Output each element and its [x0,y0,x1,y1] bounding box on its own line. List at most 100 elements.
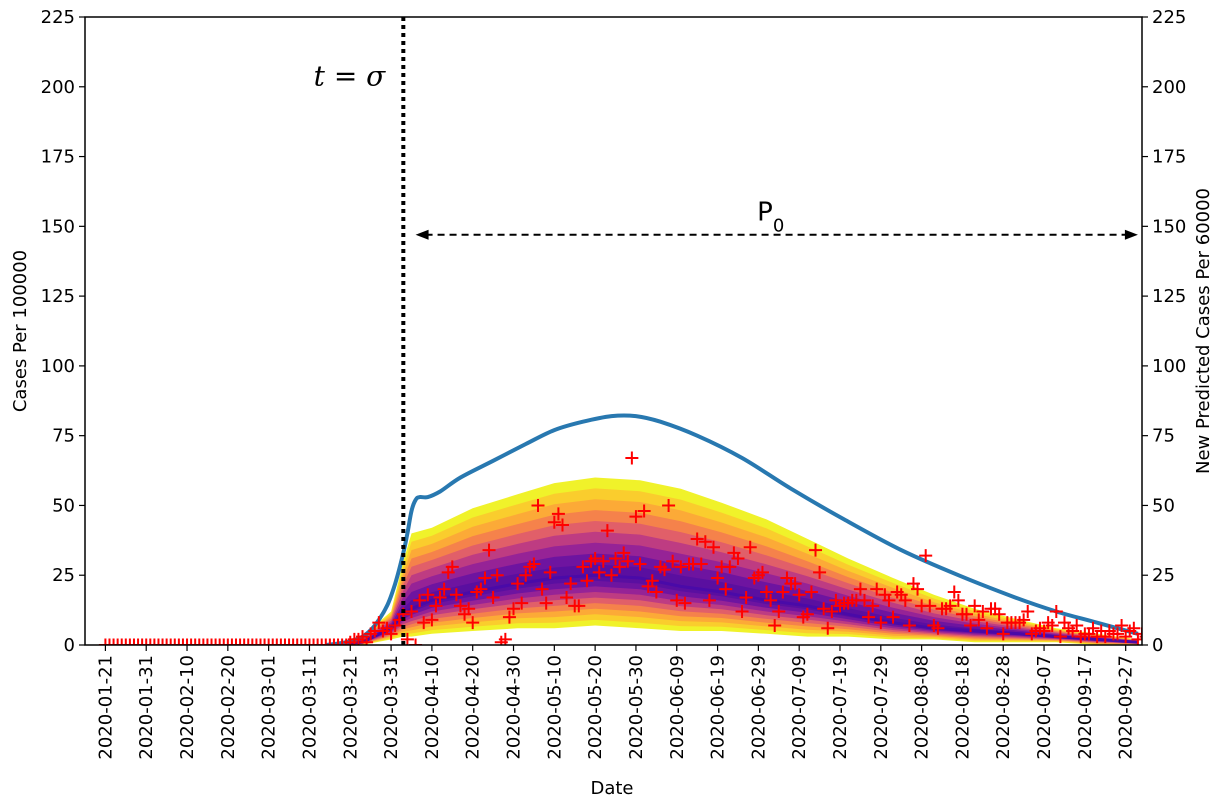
observed-point [1176,627,1189,640]
observed-point [576,560,590,574]
observed-point [902,618,916,632]
observed-point [123,638,137,645]
observed-point [1070,618,1084,632]
y-tick-label-left: 150 [41,216,75,237]
observed-point [229,638,243,645]
observed-point [249,638,263,645]
model-curve-line [325,413,1139,645]
observed-point [209,638,223,645]
observed-point [245,638,259,645]
y-axis-right: 0 25 50 75 100 125 150 175 200 225 [1142,7,1186,656]
observed-point [743,540,757,554]
observed-point [735,605,749,619]
observed-point [919,549,933,563]
observed-point [474,582,488,596]
y-tick-label-right: 200 [1152,77,1186,98]
observed-point [1111,627,1125,641]
observed-point [433,591,447,605]
observed-point [531,498,545,512]
p0-arrowhead-left [415,229,429,240]
observed-point [274,638,288,645]
y-tick-label-left: 125 [41,286,75,307]
observed-point [764,593,778,607]
observed-point [853,582,867,596]
x-tick-label: 2020-04-10 [422,655,443,760]
observed-point [1172,630,1185,643]
observed-point [600,524,614,538]
observed-point [898,593,912,607]
observed-point [951,593,965,607]
observed-point [788,577,802,591]
x-tick-label: 2020-06-19 [708,655,729,760]
x-tick-label: 2020-03-01 [259,655,280,760]
axes: 0 25 50 75 100 125 150 175 200 225 0 25 50 75 100 125 1… [10,7,1214,799]
observed-point [580,574,594,588]
observed-point [825,605,839,619]
observed-point [404,605,418,619]
observed-point [882,593,896,607]
y-axis-left-title: Cases Per 100000 [10,250,31,412]
observed-point [1049,605,1063,619]
observed-point [674,560,688,574]
observed-point [270,638,284,645]
observed-point [372,616,386,630]
observed-point [200,638,214,645]
observed-point [331,638,345,645]
observed-point [1115,618,1129,632]
observed-point [1053,630,1067,644]
observed-point [809,543,823,557]
observed-point [311,638,325,645]
observed-point [400,632,414,645]
observed-point [960,607,974,621]
observed-point [874,616,888,630]
observed-point [417,616,431,630]
observed-point [604,568,618,582]
x-tick-label: 2020-08-18 [952,655,973,760]
observed-point [857,593,871,607]
observed-point [266,638,280,645]
observed-point [466,616,480,630]
observed-point [282,638,296,645]
x-tick-label: 2020-01-31 [136,655,157,760]
x-tick-label: 2020-07-19 [830,655,851,760]
observed-point [539,596,553,610]
observed-point [723,560,737,574]
x-tick-label: 2020-03-31 [381,655,402,760]
y-tick-label-left: 0 [64,635,75,656]
observed-point [237,638,251,645]
x-axis: 2020-01-21 2020-01-31 2020-02-10 2020-02-20… [95,645,1137,760]
observed-point [253,638,267,645]
observed-point [551,507,565,521]
x-tick-label: 2020-04-30 [504,655,525,760]
observed-point [290,638,304,645]
x-tick-label: 2020-02-20 [218,655,239,760]
observed-point [996,627,1010,641]
observed-point [327,638,341,645]
observed-point [1184,627,1197,640]
y-tick-label-left: 25 [52,565,75,586]
observed-point [1021,605,1035,619]
x-tick-label: 2020-08-28 [993,655,1014,760]
x-tick-label: 2020-01-21 [95,655,116,760]
observed-point [768,618,782,632]
observed-point [486,591,500,605]
y-axis-right-title: New Predicted Cases Per 60000 [1193,188,1214,474]
observed-point [413,593,427,607]
observed-point [258,638,272,645]
observed-point [127,638,141,645]
observed-point [629,510,643,524]
observed-point [596,554,610,568]
observed-point [862,610,876,624]
observed-point [870,582,884,596]
observed-point [323,638,337,645]
y-tick-label-left: 75 [52,426,75,447]
x-tick-label: 2020-04-20 [463,655,484,760]
y-tick-label-right: 0 [1152,635,1163,656]
observed-point [980,621,994,635]
observed-point [502,610,516,624]
observed-point [731,551,745,565]
observed-point [111,638,125,645]
observed-point [205,638,219,645]
observed-point [755,565,769,579]
